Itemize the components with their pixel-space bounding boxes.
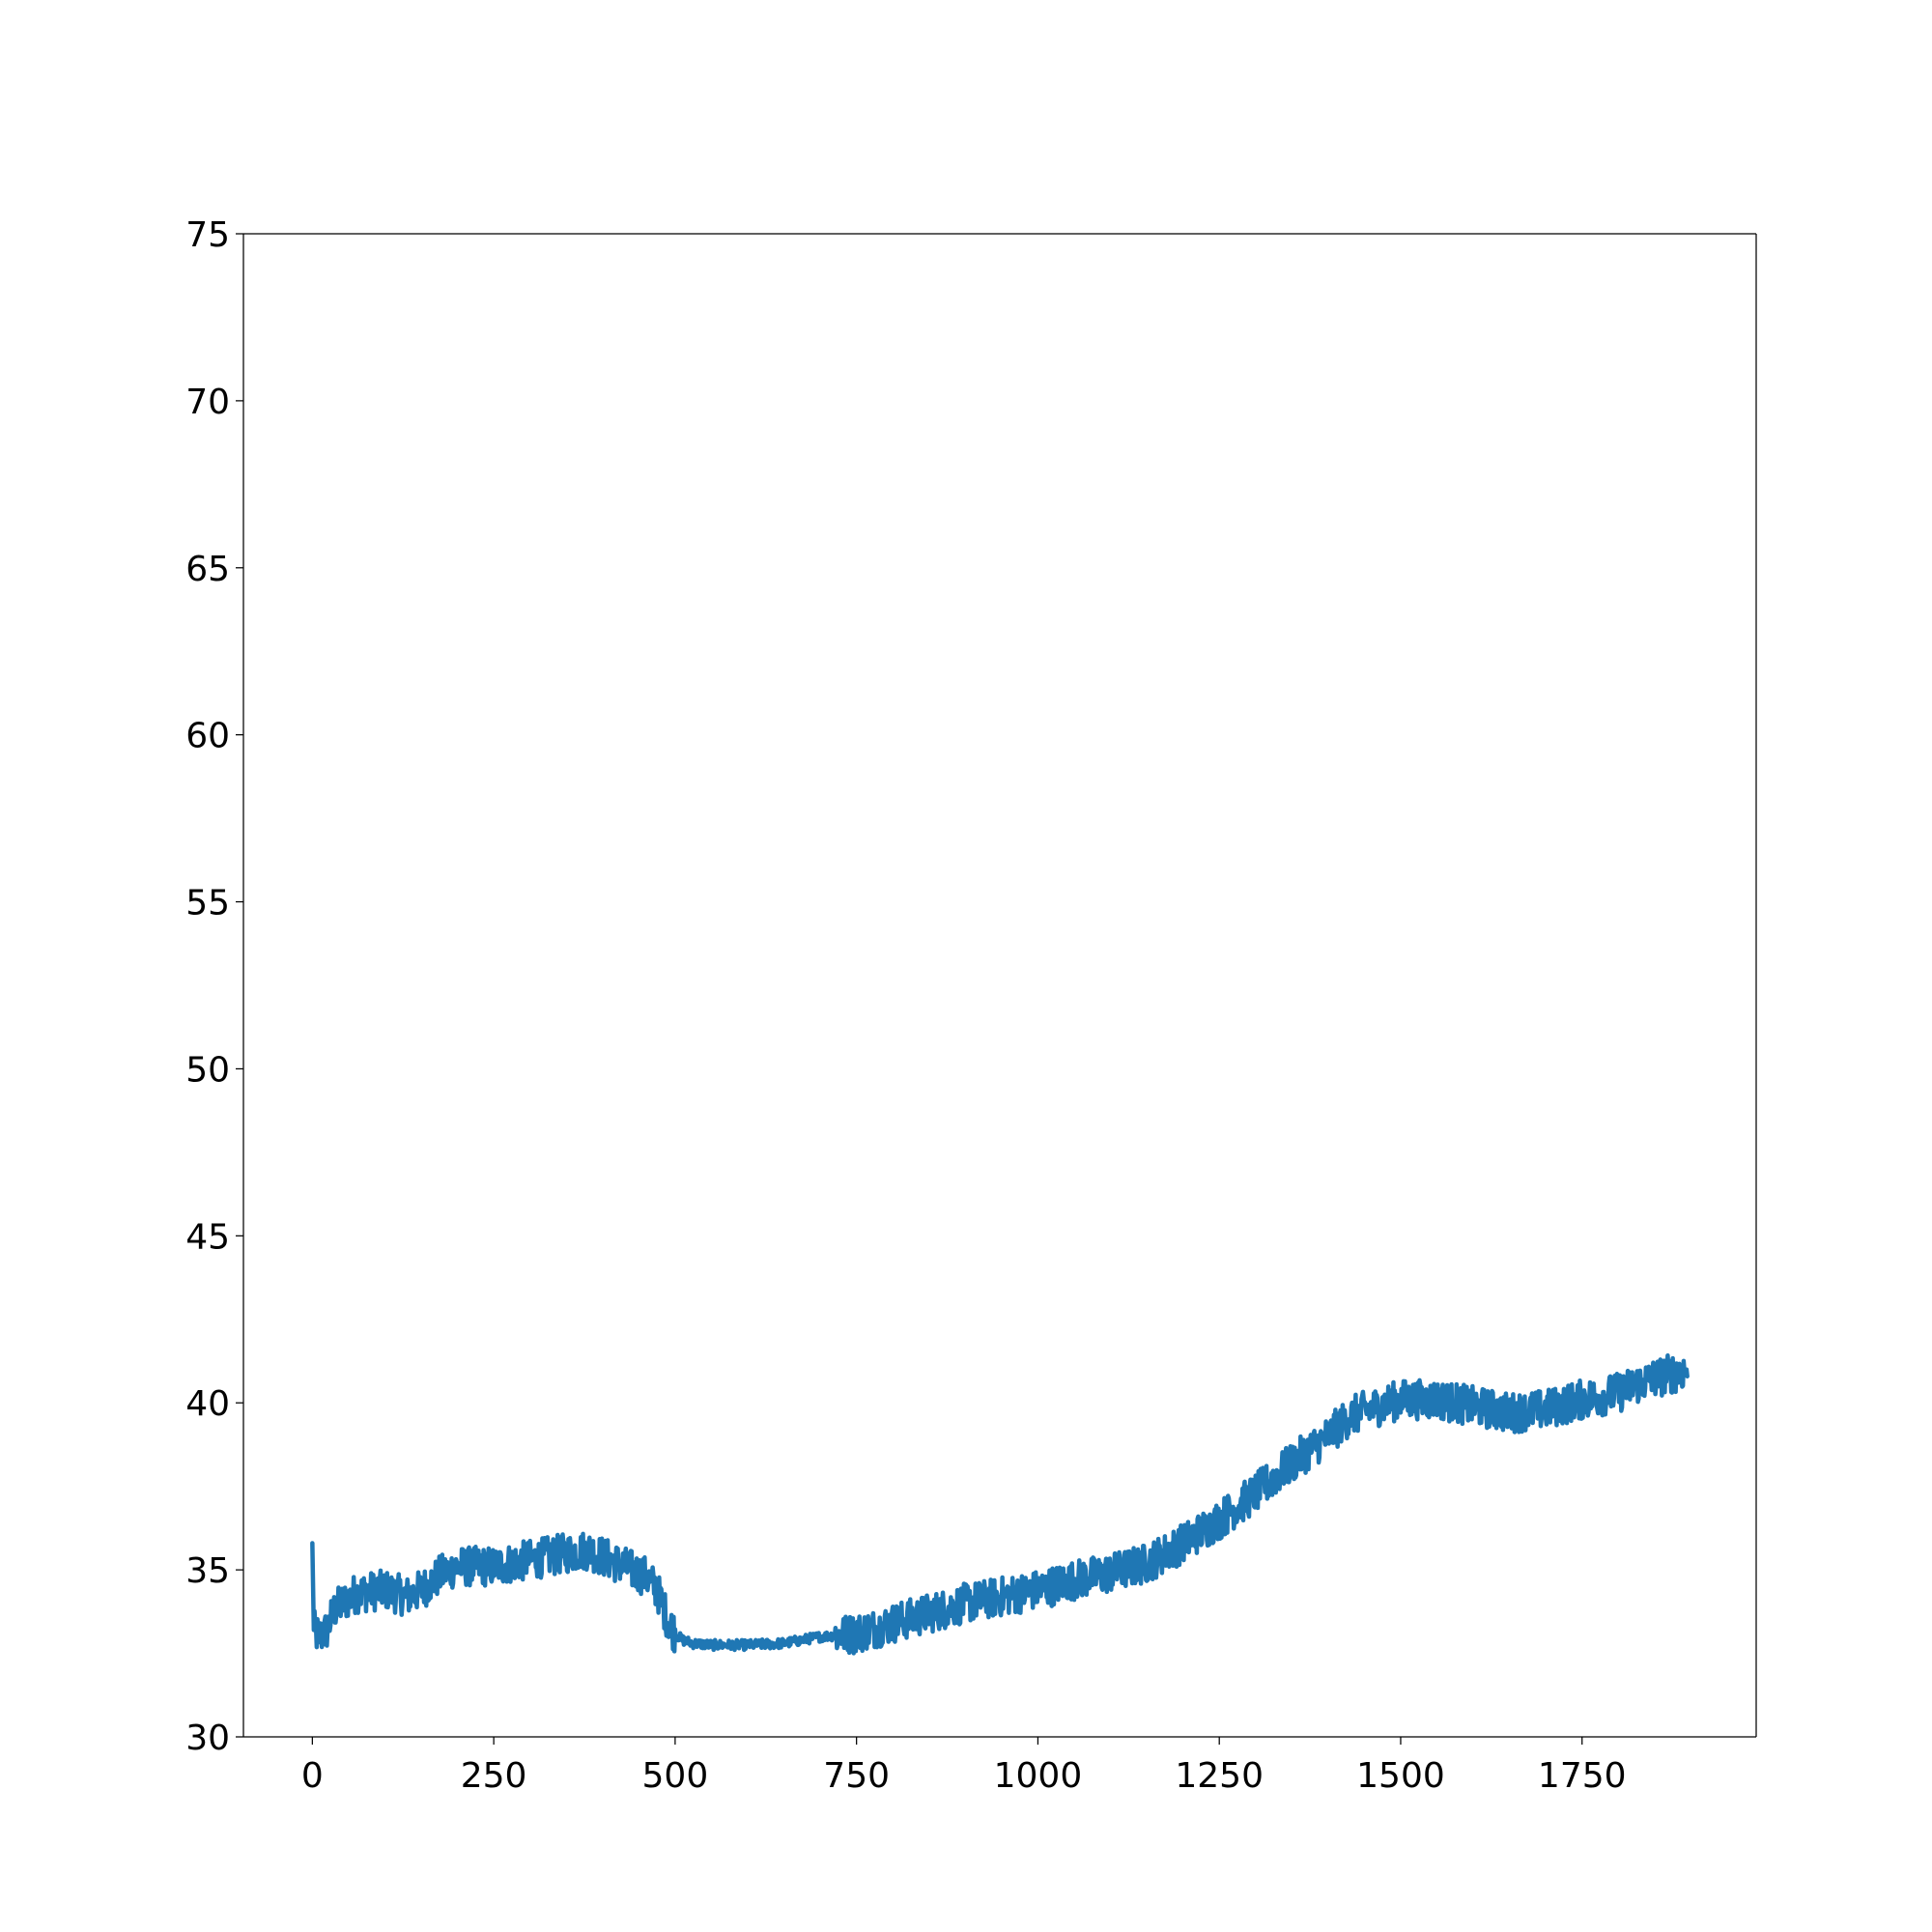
y-tick-label: 65	[185, 550, 230, 589]
x-tick-label: 0	[301, 1756, 324, 1796]
y-tick-label: 60	[185, 717, 230, 756]
x-tick-label: 250	[461, 1756, 527, 1796]
axes-layer	[242, 233, 1757, 1738]
x-tick-label: 1250	[1175, 1756, 1264, 1796]
y-tick-label: 55	[185, 884, 230, 923]
x-tick-label: 1750	[1538, 1756, 1627, 1796]
x-tick-label: 1000	[994, 1756, 1083, 1796]
y-tick-label: 35	[185, 1551, 230, 1591]
x-tick-label: 1500	[1356, 1756, 1445, 1796]
y-tick-label: 70	[185, 383, 230, 422]
plot-area	[243, 234, 1756, 1737]
y-tick-label: 50	[185, 1050, 230, 1090]
y-axis-ticks: 30 35 40 45 50 55 60 65 70 75	[185, 215, 243, 1758]
series-line	[310, 1353, 1690, 1656]
x-tick-label: 500	[642, 1756, 709, 1796]
y-tick-label: 30	[185, 1719, 230, 1758]
x-axis-ticks: 0 250 500 750 1000 1250 1500 1750	[301, 1737, 1627, 1796]
series-layer	[310, 1353, 1690, 1656]
y-tick-label: 40	[185, 1384, 230, 1424]
y-tick-label: 45	[185, 1217, 230, 1257]
y-tick-label: 75	[185, 215, 230, 255]
x-tick-label: 750	[823, 1756, 890, 1796]
